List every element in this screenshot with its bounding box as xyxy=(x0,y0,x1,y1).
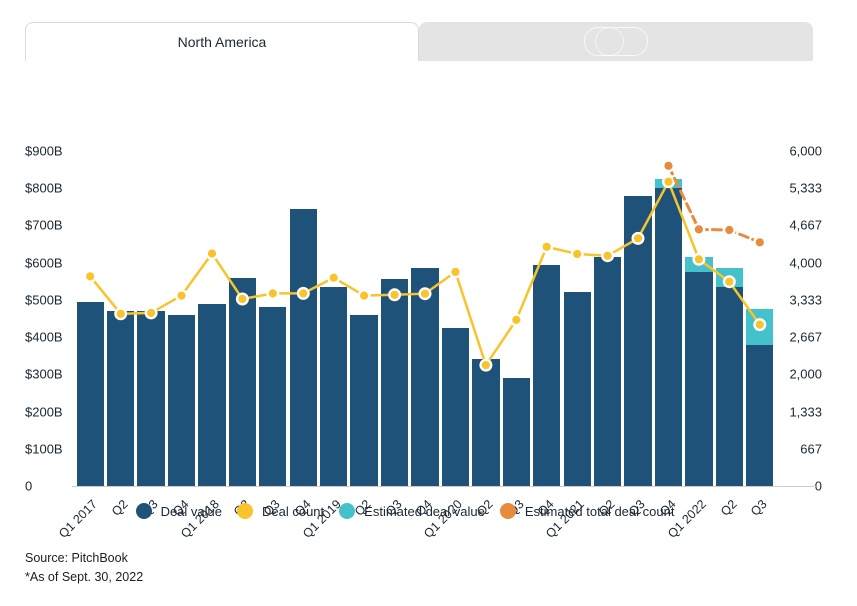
deal-value-bar-q3 xyxy=(380,279,409,486)
deal-value-bar-q1-2020 xyxy=(441,327,470,486)
y-tick-left: $600B xyxy=(25,255,63,271)
deal-count-marker xyxy=(540,240,554,254)
deal-count-marker xyxy=(479,358,493,372)
deal-count-marker xyxy=(388,288,402,302)
legend-label: Estimated deal value xyxy=(364,503,485,519)
legend-label: Estimated total deal count xyxy=(524,503,675,519)
legend-dot-icon xyxy=(135,503,152,519)
legend-item-deal-count: Deal count xyxy=(237,503,324,519)
deal-value-bar-q2 xyxy=(715,286,743,486)
deal-value-bar-q3 xyxy=(137,311,165,486)
y-tick-right: 6,000 xyxy=(789,143,822,159)
deal-value-bar-q1-2018 xyxy=(198,303,226,486)
y-tick-right: 3,333 xyxy=(789,292,822,308)
estimated-total-deal-count-line xyxy=(667,164,762,244)
deal-value-bar-q2 xyxy=(472,359,500,486)
estimated-total-deal-count-marker xyxy=(722,223,736,237)
y-tick-left: $700B xyxy=(25,217,63,233)
deal-count-marker xyxy=(448,265,462,279)
deal-count-marker xyxy=(692,252,706,266)
deal-value-bar-q4 xyxy=(533,264,561,486)
legend-dot-icon xyxy=(237,503,253,519)
deal-count-marker xyxy=(205,246,219,260)
deal-value-bar-q1-2022 xyxy=(685,272,713,486)
deal-value-bar-q3 xyxy=(259,307,287,486)
deal-count-marker xyxy=(266,286,280,300)
legend-item-deal-value: Deal value xyxy=(135,503,222,519)
legend-dot-icon xyxy=(339,503,356,519)
tab-north-america[interactable]: North America xyxy=(25,22,419,61)
deal-count-marker xyxy=(235,292,249,306)
y-tick-left: $200B xyxy=(25,404,63,420)
y-tick-right: 2,667 xyxy=(789,329,822,345)
estimated-total-deal-count-marker xyxy=(662,159,676,173)
chart-area: $900B $800B $700B $600B $500B $400B $300B $200B… xyxy=(0,62,857,541)
deal-value-bar-q1-2021 xyxy=(563,292,591,486)
deal-count-marker xyxy=(327,271,341,285)
deal-value-bar-q1-2019 xyxy=(320,286,348,486)
y-tick-right: 4,667 xyxy=(789,217,822,233)
as-of-note: *As of Sept. 30, 2022 xyxy=(25,570,144,584)
deal-count-marker xyxy=(753,318,767,332)
deal-count-marker xyxy=(418,287,432,301)
source-note: Source: PitchBook xyxy=(25,551,128,565)
footer-notes: Source: PitchBook *As of Sept. 30, 2022 xyxy=(25,549,143,587)
deal-count-marker xyxy=(509,313,523,327)
deal-value-bar-q1-2017 xyxy=(76,301,104,486)
deal-count-marker xyxy=(296,286,310,300)
legend-label: Deal value xyxy=(160,503,222,519)
y-tick-right: 5,333 xyxy=(789,180,822,196)
y-tick-right: 0 xyxy=(814,478,822,494)
y-tick-left: $400B xyxy=(25,329,63,345)
deal-value-bar-q2 xyxy=(107,311,135,486)
y-tick-left: $900B xyxy=(25,143,63,159)
plot-area xyxy=(75,151,775,486)
estimated-total-deal-count-marker xyxy=(753,235,767,249)
deal-count-marker xyxy=(631,231,645,245)
deal-value-bar-q4 xyxy=(654,188,683,486)
deal-count-marker xyxy=(174,289,188,303)
deal-count-marker xyxy=(114,307,128,321)
legend-dot-icon xyxy=(499,503,516,519)
y-tick-left: $500B xyxy=(25,292,63,308)
y-tick-right: 4,000 xyxy=(789,255,822,271)
y-tick-right: 2,000 xyxy=(789,366,822,382)
x-axis-line xyxy=(72,486,816,487)
deal-count-marker xyxy=(601,249,615,263)
pill-logo-icon xyxy=(584,27,648,56)
y-tick-left: $800B xyxy=(25,180,63,196)
deal-value-bar-q4 xyxy=(411,268,439,486)
deal-value-bar-q3 xyxy=(502,378,530,486)
deal-count-marker xyxy=(662,175,676,189)
deal-count-marker xyxy=(722,275,736,289)
legend-item-estimated-total-deal-count: Estimated total deal count xyxy=(499,503,675,519)
deal-count-marker xyxy=(357,289,371,303)
tab-secondary[interactable] xyxy=(419,22,813,61)
chart-legend: Deal value Deal count Estimated deal value… xyxy=(0,503,810,519)
y-tick-left: $100B xyxy=(25,441,63,457)
deal-value-bar-q4 xyxy=(289,208,317,486)
y-tick-right: 667 xyxy=(800,441,822,457)
deal-count-marker xyxy=(83,269,97,283)
deal-value-bar-q4 xyxy=(167,314,196,486)
legend-item-estimated-deal-value: Estimated deal value xyxy=(339,503,485,519)
deal-value-bar-q3 xyxy=(746,344,774,486)
y-tick-right: 1,333 xyxy=(789,404,822,420)
y-tick-left: 0 xyxy=(25,478,33,494)
deal-count-marker xyxy=(570,247,584,261)
deal-value-bar-q2 xyxy=(350,314,378,486)
legend-label: Deal count xyxy=(262,503,325,519)
deal-count-line xyxy=(89,178,761,368)
deal-value-bar-q2 xyxy=(593,257,622,486)
line-series-overlay xyxy=(83,159,767,372)
estimated-total-deal-count-marker xyxy=(692,222,706,236)
y-tick-left: $300B xyxy=(25,366,63,382)
tab-north-america-label: North America xyxy=(177,34,267,50)
deal-value-bar-q2 xyxy=(228,277,257,486)
deal-count-marker xyxy=(144,306,158,320)
